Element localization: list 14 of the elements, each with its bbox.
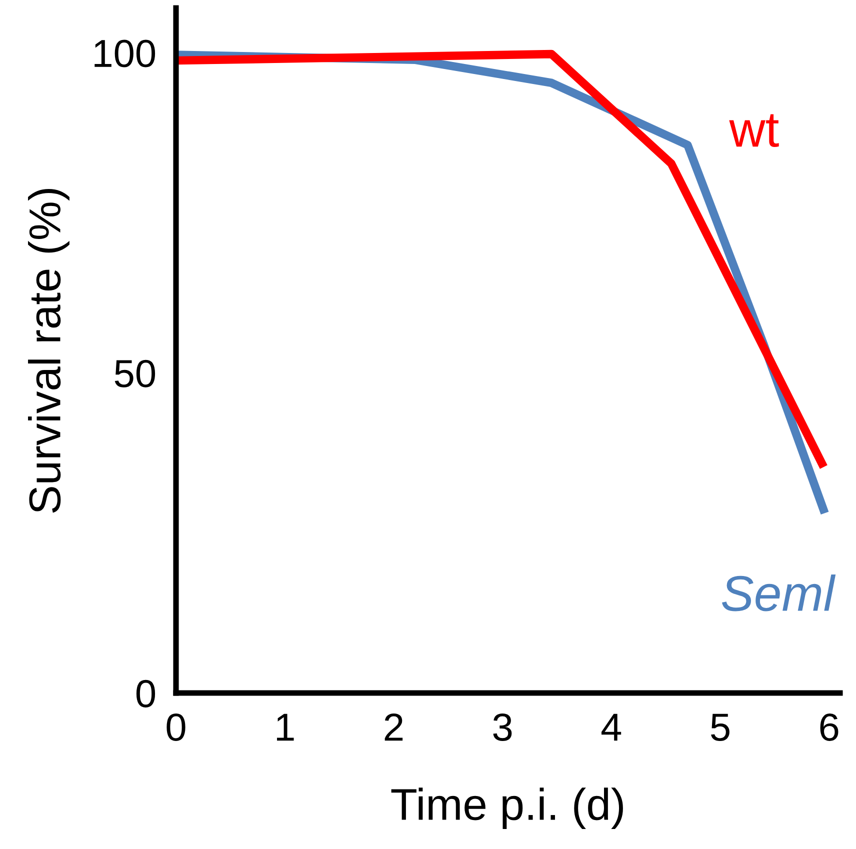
x-tick-label: 5 bbox=[711, 714, 730, 742]
x-tick-label: 2 bbox=[384, 713, 403, 741]
series-label: wt bbox=[729, 114, 779, 147]
y-axis-title: Survival rate (%) bbox=[28, 189, 70, 513]
series-label: Seml bbox=[722, 574, 836, 612]
y-tick-label: 0 bbox=[136, 680, 156, 708]
x-tick-label: 4 bbox=[601, 714, 622, 741]
x-tick-label: 1 bbox=[277, 714, 294, 741]
x-tick-label: 0 bbox=[166, 713, 186, 742]
y-tick-label: 50 bbox=[114, 360, 156, 388]
x-axis-title: Time p.i. (d) bbox=[391, 788, 623, 830]
x-tick-label: 6 bbox=[820, 713, 838, 742]
y-tick-label: 100 bbox=[94, 40, 156, 68]
x-tick-label: 3 bbox=[493, 713, 512, 742]
